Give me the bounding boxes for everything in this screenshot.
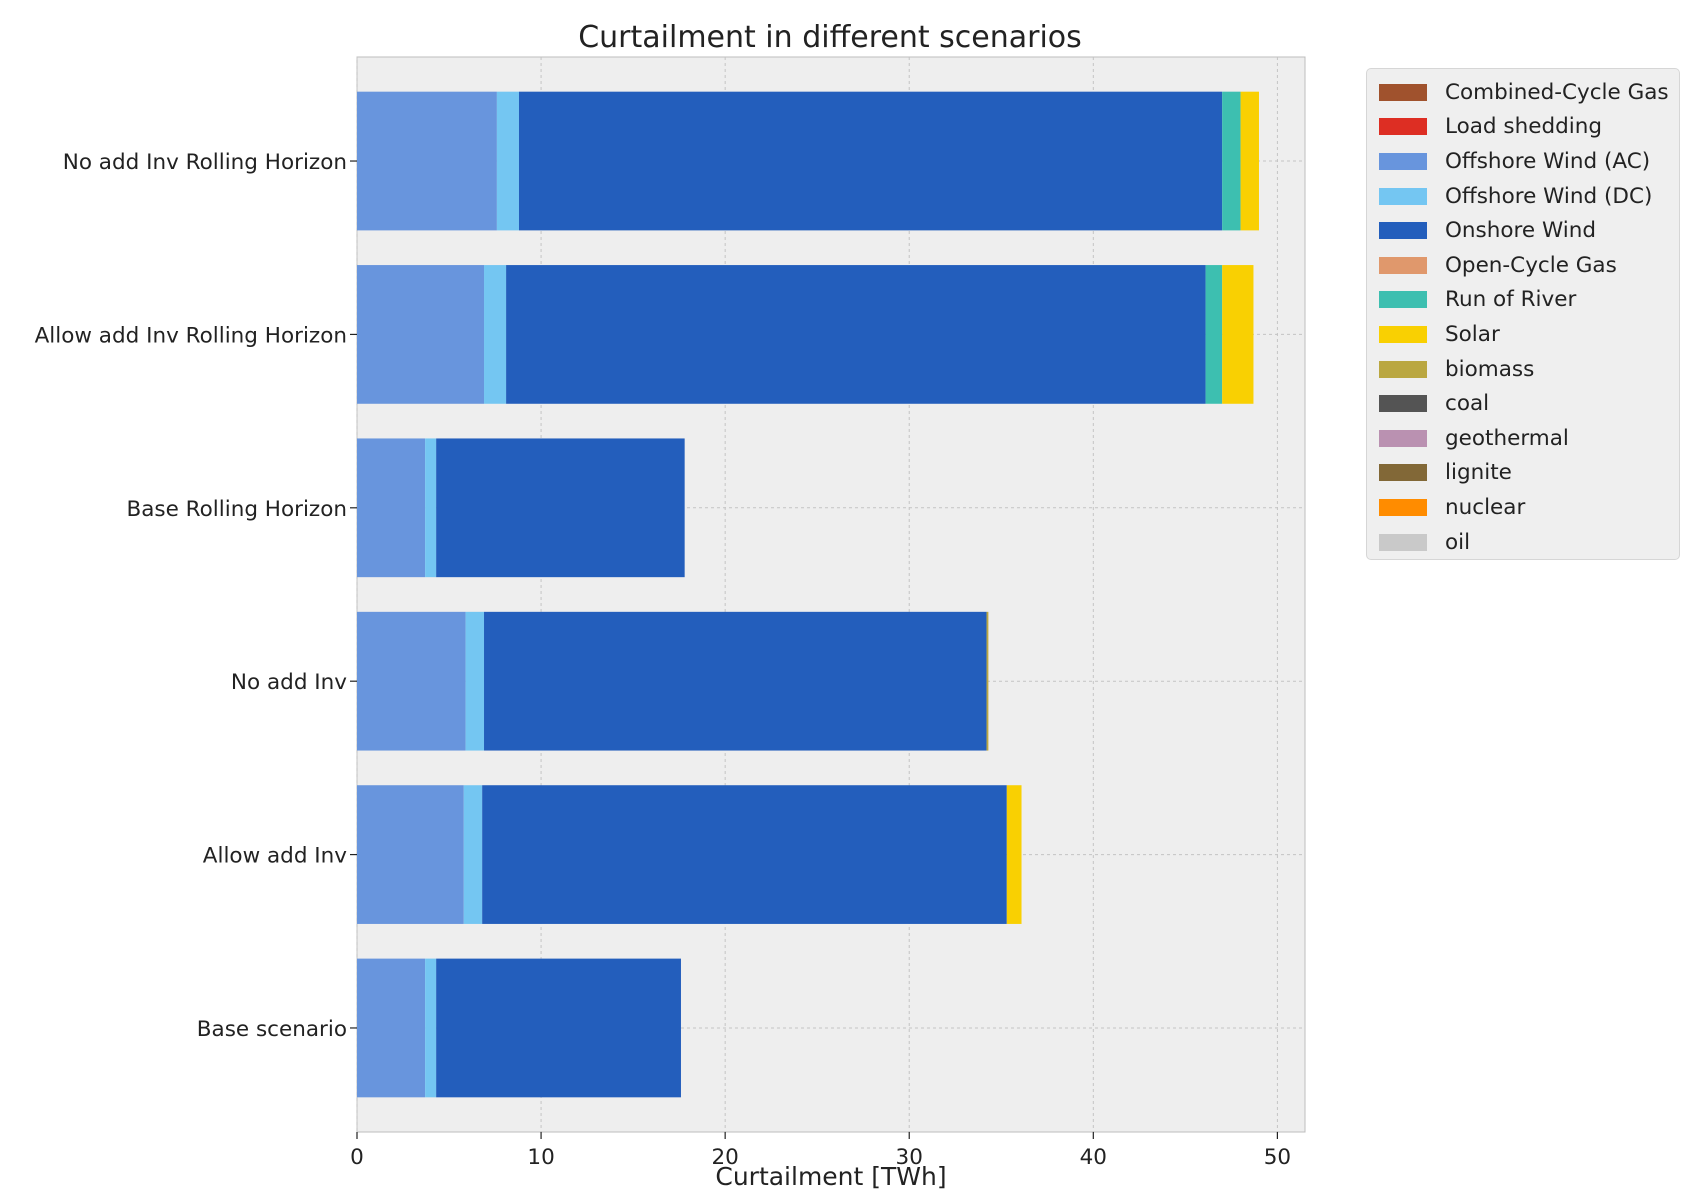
legend-label: Load shedding [1445,114,1603,140]
bar-segment [425,958,437,1098]
bar-segment [357,611,466,751]
bar-segment [484,265,507,404]
legend-swatch [1379,256,1427,274]
legend-label: nuclear [1445,494,1526,520]
x-axis-label: Curtailment [TWh] [715,1162,946,1191]
category-label: Allow add Inv Rolling Horizon [35,323,347,348]
legend-item: Offshore Wind (AC) [1379,144,1679,179]
bar-segment [1006,785,1022,924]
legend-label: Offshore Wind (DC) [1445,183,1653,209]
legend-swatch [1379,291,1427,309]
category-label: Base Rolling Horizon [126,497,347,522]
plot-area [356,56,1306,1133]
bar-segment [357,438,426,578]
legend-item: geothermal [1379,421,1679,456]
bar-segment [436,438,685,578]
x-tick-label: 50 [1264,1145,1291,1170]
legend: Combined-Cycle Gas Load shedding Offshore … [1366,68,1680,560]
bar-segment [463,785,483,924]
y-axis: No add Inv Rolling Horizon Allow add Inv … [35,150,357,1042]
legend-item: coal [1379,386,1679,421]
bar-segment [518,91,1223,231]
x-tick-label: 0 [350,1145,364,1170]
legend-label: oil [1445,529,1471,555]
legend-label: Run of River [1445,287,1577,313]
legend-label: geothermal [1445,425,1569,451]
legend-label: biomass [1445,356,1535,382]
legend-swatch [1379,498,1427,516]
bar-segment [1205,265,1223,404]
legend-label: lignite [1445,460,1512,486]
legend-item: Solar [1379,317,1679,352]
category-label: Allow add Inv [203,844,347,869]
bar-segment [986,611,989,751]
bar-segment [357,785,464,924]
bar-segment [484,611,987,751]
x-tick-label: 30 [896,1145,923,1170]
x-tick-label: 10 [527,1145,554,1170]
bar-segment [436,958,681,1098]
bar-segment [357,265,485,404]
bar-segment [425,438,437,578]
legend-swatch [1379,83,1427,101]
legend-item: Open-Cycle Gas [1379,248,1679,283]
legend-item: Onshore Wind [1379,213,1679,248]
legend-swatch [1379,464,1427,482]
legend-item: Combined-Cycle Gas [1379,75,1679,110]
bar-segment [1240,91,1259,231]
chart-title: Curtailment in different scenarios [578,20,1082,55]
legend-item: Offshore Wind (DC) [1379,179,1679,214]
legend-swatch [1379,429,1427,447]
legend-label: Open-Cycle Gas [1445,252,1617,278]
category-label: No add Inv [231,670,347,695]
x-axis: 0 10 20 30 40 50 [350,1132,1291,1170]
legend-item: Load shedding [1379,110,1679,145]
legend-label: Onshore Wind [1445,218,1596,244]
category-label: No add Inv Rolling Horizon [63,150,347,175]
legend-label: coal [1445,391,1490,417]
bar-segment [506,265,1206,404]
bar-segment [357,958,426,1098]
x-tick-label: 40 [1080,1145,1107,1170]
legend-swatch [1379,222,1427,240]
legend-swatch [1379,152,1427,170]
bar-segment [357,91,497,231]
legend-item: oil [1379,525,1679,560]
legend-label: Combined-Cycle Gas [1445,79,1669,105]
legend-item: nuclear [1379,490,1679,525]
x-tick-label: 20 [711,1145,738,1170]
legend-swatch [1379,360,1427,378]
legend-item: biomass [1379,352,1679,387]
legend-swatch [1379,187,1427,205]
bars [357,91,1259,1098]
bar-segment [465,611,485,751]
legend-swatch [1379,118,1427,136]
legend-swatch [1379,325,1427,343]
bar-segment [496,91,519,231]
legend-swatch [1379,533,1427,551]
bar-segment [482,785,1007,924]
legend-swatch [1379,395,1427,413]
legend-label: Offshore Wind (AC) [1445,148,1651,174]
category-label: Base scenario [197,1017,347,1042]
legend-item: lignite [1379,456,1679,491]
legend-label: Solar [1445,321,1500,347]
legend-item: Run of River [1379,283,1679,318]
bar-segment [1222,91,1241,231]
bar-segment [1222,265,1254,404]
